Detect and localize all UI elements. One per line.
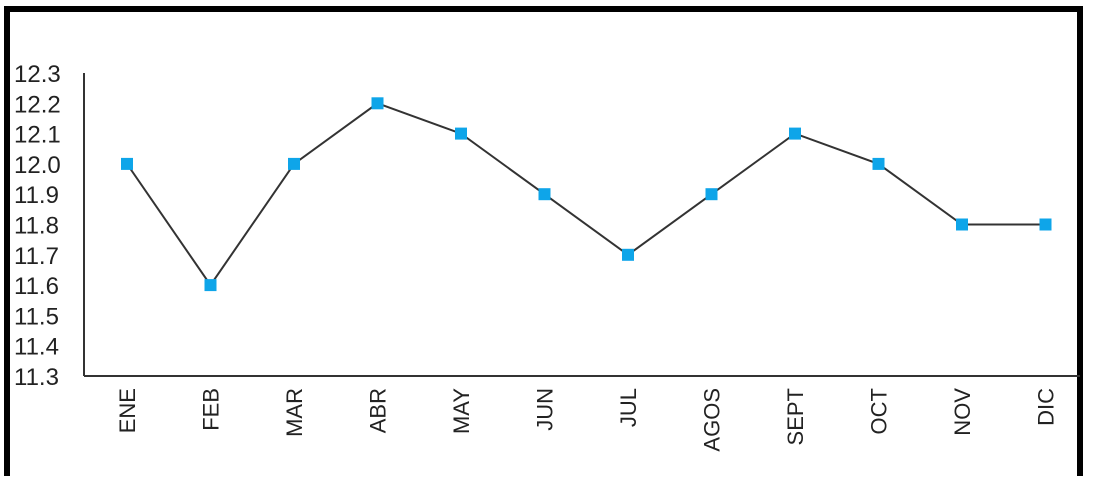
data-point-marker <box>956 218 968 231</box>
data-markers <box>121 97 1052 292</box>
x-tick-label: MAY <box>449 388 474 434</box>
data-point-marker <box>705 188 718 201</box>
y-tick-label: 12.0 <box>14 152 61 179</box>
y-tick-label: 11.5 <box>14 303 59 330</box>
x-tick-label: ENE <box>115 388 140 433</box>
data-point-marker <box>538 188 551 201</box>
chart-frame <box>4 6 1083 476</box>
x-tick-label: NOV <box>950 388 975 436</box>
y-tick-label: 12.1 <box>14 122 61 149</box>
y-tick-label: 11.9 <box>14 182 59 209</box>
y-tick-label: 11.7 <box>14 243 59 270</box>
data-point-marker <box>371 97 384 110</box>
x-tick-label: FEB <box>199 388 224 431</box>
data-point-marker <box>455 127 467 140</box>
data-point-marker <box>622 248 634 261</box>
y-tick-label: 11.8 <box>14 213 59 240</box>
data-point-marker <box>872 157 885 170</box>
x-axis-labels: ENE FEB MAR ABR MAY JUN JUL AGOS SEPT OCT NOV DIC <box>115 388 1059 452</box>
y-tick-label: 11.6 <box>14 273 59 300</box>
x-tick-label: OCT <box>867 388 892 434</box>
series-line <box>126 102 1046 287</box>
x-tick-label: DIC <box>1034 388 1059 426</box>
x-tick-label: ABR <box>366 388 391 433</box>
y-tick-label: 11.3 <box>14 364 59 391</box>
y-tick-label: 11.4 <box>14 334 59 361</box>
data-point-marker <box>1039 218 1052 231</box>
x-tick-label: MAR <box>282 388 307 437</box>
data-point-marker <box>789 127 801 140</box>
x-tick-label: AGOS <box>700 388 725 452</box>
y-axis-ticks: 12.3 12.2 12.1 12.0 11.9 11.8 11.7 11.6 11.5 11.4… <box>14 61 61 391</box>
data-point-marker <box>288 157 300 170</box>
y-tick-label: 12.3 <box>14 61 61 88</box>
data-point-marker <box>121 157 133 170</box>
data-point-marker <box>204 279 217 292</box>
x-tick-label: JUN <box>533 388 558 431</box>
y-tick-label: 12.2 <box>14 91 61 118</box>
x-tick-label: JUL <box>616 388 641 427</box>
x-tick-label: SEPT <box>783 388 808 445</box>
